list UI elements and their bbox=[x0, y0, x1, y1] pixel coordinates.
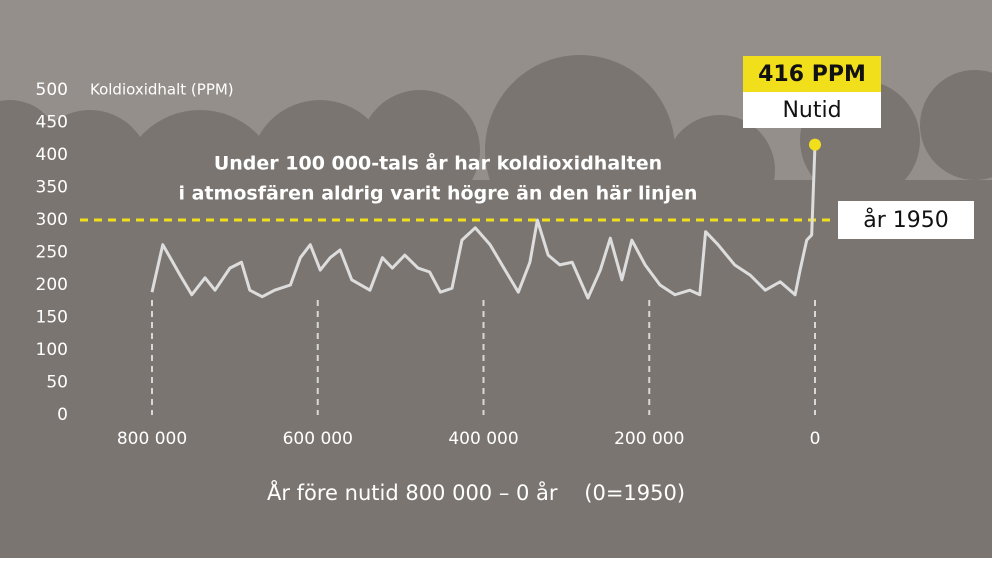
x-tick-label: 400 000 bbox=[448, 429, 518, 449]
y-tick-label: 0 bbox=[57, 405, 68, 425]
y-axis-label: Koldioxidhalt (PPM) bbox=[90, 81, 234, 99]
annotation: Under 100 000-tals år har koldioxidhalte… bbox=[214, 151, 662, 175]
callout-top bbox=[743, 56, 881, 92]
threshold-box bbox=[838, 201, 974, 239]
x-axis-label: År före nutid 800 000 – 0 år (0=1950) bbox=[267, 479, 685, 505]
annotation: i atmosfären aldrig varit högre än den h… bbox=[179, 183, 698, 205]
y-tick-label: 450 bbox=[36, 113, 68, 133]
y-tick-label: 500 bbox=[36, 80, 68, 100]
x-tick-label: 600 000 bbox=[283, 429, 353, 449]
y-tick-label: 200 bbox=[36, 275, 68, 295]
current-point bbox=[809, 138, 821, 151]
callout-value: 416 PPM bbox=[758, 62, 866, 87]
clouds bbox=[0, 55, 992, 558]
y-tick-label: 400 bbox=[36, 145, 68, 165]
y-tick-label: 250 bbox=[36, 243, 68, 263]
y-tick-label: 150 bbox=[36, 308, 68, 328]
x-tick-label: 200 000 bbox=[614, 429, 684, 449]
y-tick-label: 350 bbox=[36, 178, 68, 198]
x-tick-label: 800 000 bbox=[117, 429, 187, 449]
callout-bottom bbox=[743, 92, 881, 128]
y-tick-label: 50 bbox=[46, 373, 68, 393]
threshold-label: år 1950 bbox=[863, 207, 949, 233]
co2-line bbox=[150, 144, 817, 300]
y-tick-label: 300 bbox=[36, 210, 68, 230]
x-tick-label: 0 bbox=[810, 429, 821, 449]
callout-label: Nutid bbox=[782, 98, 841, 123]
y-tick-label: 100 bbox=[36, 340, 68, 360]
